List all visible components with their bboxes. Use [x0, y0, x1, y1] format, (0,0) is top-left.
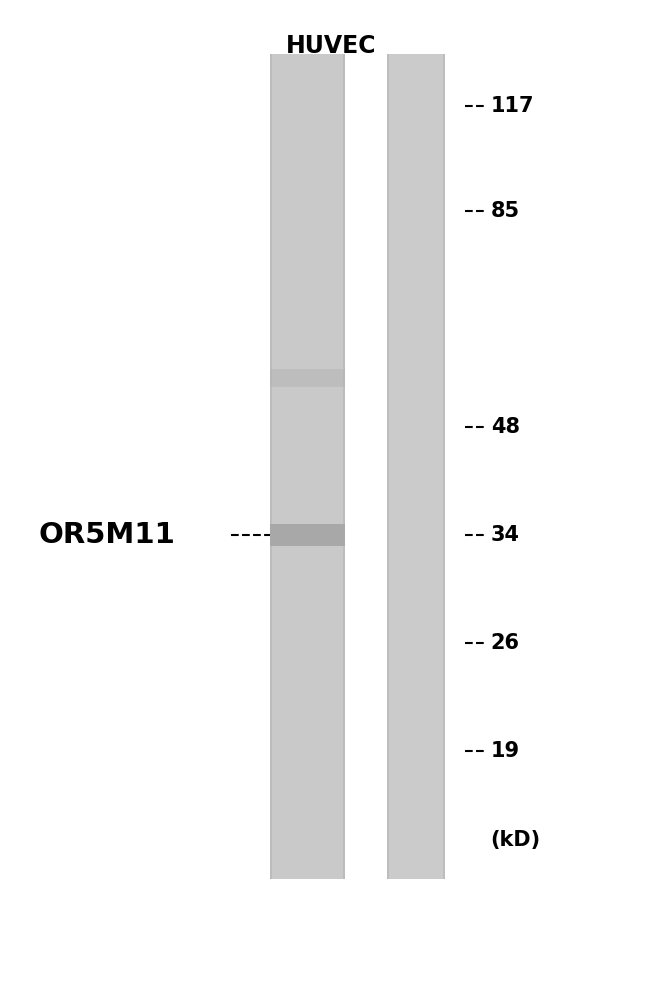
Text: OR5M11: OR5M11 [39, 521, 176, 549]
Text: 48: 48 [491, 417, 520, 437]
Bar [270, 369, 344, 387]
Text: 85: 85 [491, 201, 520, 221]
Text: 117: 117 [491, 96, 534, 116]
Bar [270, 54, 272, 879]
Bar [387, 54, 389, 879]
Text: 34: 34 [491, 525, 520, 545]
Bar [443, 54, 445, 879]
Text: (kD): (kD) [491, 830, 541, 849]
Bar [270, 524, 344, 546]
Bar [387, 54, 445, 879]
Text: HUVEC: HUVEC [286, 34, 377, 58]
Text: 19: 19 [491, 741, 520, 761]
Text: 26: 26 [491, 633, 520, 653]
Bar [343, 54, 344, 879]
Bar [270, 54, 344, 879]
